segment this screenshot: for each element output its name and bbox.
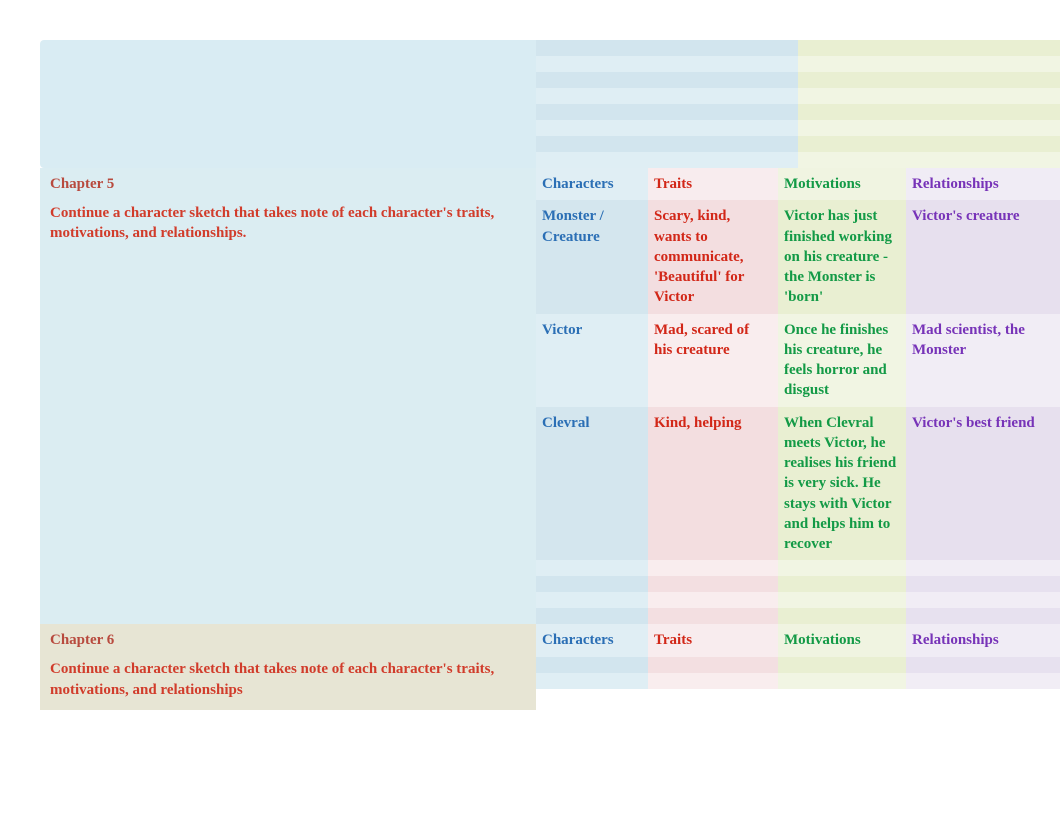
chapter-5-title: Chapter 5 [50, 176, 526, 193]
chapter-6-section: Chapter 6 Continue a character sketch th… [40, 624, 1060, 710]
chapter-5-description: Continue a character sketch that takes n… [50, 203, 526, 244]
header-motivations: Motivations [778, 624, 906, 656]
top-banner [40, 40, 1060, 168]
cell-motivations: Once he finishes his creature, he feels … [778, 314, 906, 407]
chapter-5-table: Characters Traits Motivations Relationsh… [536, 168, 1060, 560]
chapter-5-section: Chapter 5 Continue a character sketch th… [40, 168, 1060, 624]
table-header-row: Characters Traits Motivations Relationsh… [536, 624, 1060, 656]
header-relationships: Relationships [906, 624, 1060, 656]
header-traits: Traits [648, 624, 778, 656]
header-traits: Traits [648, 168, 778, 200]
chapter-5-table-wrap: Characters Traits Motivations Relationsh… [536, 168, 1060, 624]
cell-traits: Kind, helping [648, 407, 778, 561]
cell-relationships: Victor's creature [906, 200, 1060, 313]
chapter-6-description: Continue a character sketch that takes n… [50, 659, 526, 700]
header-characters: Characters [536, 168, 648, 200]
table-header-row: Characters Traits Motivations Relationsh… [536, 168, 1060, 200]
header-motivations: Motivations [778, 168, 906, 200]
cell-relationships: Mad scientist, the Monster [906, 314, 1060, 407]
cell-character: Monster / Creature [536, 200, 648, 313]
header-characters: Characters [536, 624, 648, 656]
cell-character: Clevral [536, 407, 648, 561]
top-banner-right [536, 40, 1060, 168]
chapter-6-table-wrap: Characters Traits Motivations Relationsh… [536, 624, 1060, 710]
cell-character: Victor [536, 314, 648, 407]
chapter-6-empty-stripes [536, 657, 1060, 689]
table-row: Victor Mad, scared of his creature Once … [536, 314, 1060, 407]
cell-relationships: Victor's best friend [906, 407, 1060, 561]
table-row: Monster / Creature Scary, kind, wants to… [536, 200, 1060, 313]
cell-motivations: Victor has just finished working on his … [778, 200, 906, 313]
cell-traits: Mad, scared of his creature [648, 314, 778, 407]
chapter-5-left: Chapter 5 Continue a character sketch th… [40, 168, 536, 624]
table-row: Clevral Kind, helping When Clevral meets… [536, 407, 1060, 561]
chapter-6-left: Chapter 6 Continue a character sketch th… [40, 624, 536, 710]
header-relationships: Relationships [906, 168, 1060, 200]
top-banner-left [40, 40, 536, 168]
chapter-5-empty-stripes [536, 560, 1060, 624]
chapter-6-title: Chapter 6 [50, 632, 526, 649]
document-container: Chapter 5 Continue a character sketch th… [40, 40, 1060, 710]
chapter-6-table: Characters Traits Motivations Relationsh… [536, 624, 1060, 656]
cell-traits: Scary, kind, wants to communicate, 'Beau… [648, 200, 778, 313]
cell-motivations: When Clevral meets Victor, he realises h… [778, 407, 906, 561]
